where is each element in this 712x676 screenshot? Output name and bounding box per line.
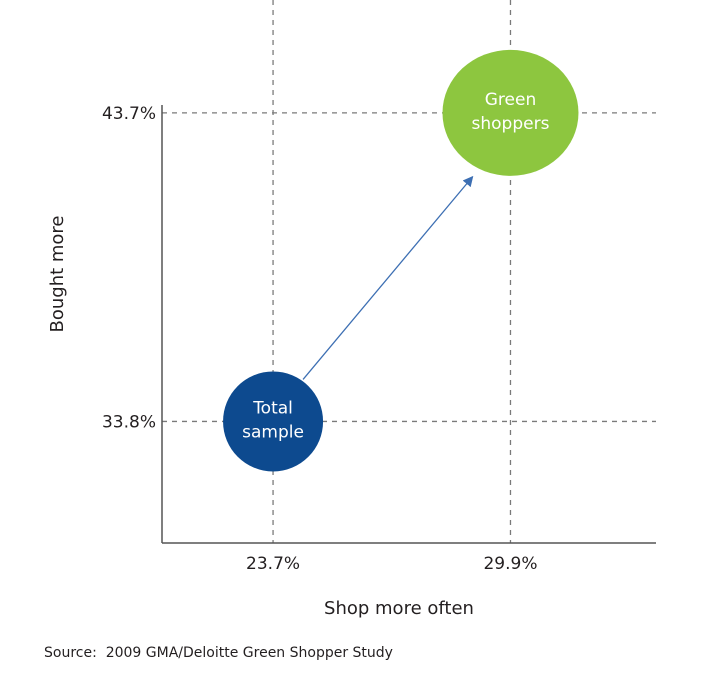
bubble-label-2-line-1: Green — [485, 90, 536, 110]
trend-arrow — [302, 175, 474, 380]
x-tick-label-1: 23.7% — [246, 554, 300, 574]
source-note: Source: 2009 GMA/Deloitte Green Shopper … — [44, 645, 393, 661]
bubble-2 — [442, 49, 579, 176]
x-axis-title: Shop more often — [324, 598, 474, 619]
bubble-1 — [223, 371, 324, 472]
bubble-label-2-line-2: shoppers — [472, 114, 550, 134]
y-tick-label-2: 43.7% — [102, 104, 156, 124]
y-tick-label-1: 33.8% — [102, 412, 156, 432]
x-tick-label-2: 29.9% — [483, 554, 537, 574]
bubble-label-1-line-1: Total — [252, 398, 293, 418]
bubble-label-1-line-2: sample — [242, 422, 304, 442]
y-axis-title: Bought more — [47, 215, 68, 332]
